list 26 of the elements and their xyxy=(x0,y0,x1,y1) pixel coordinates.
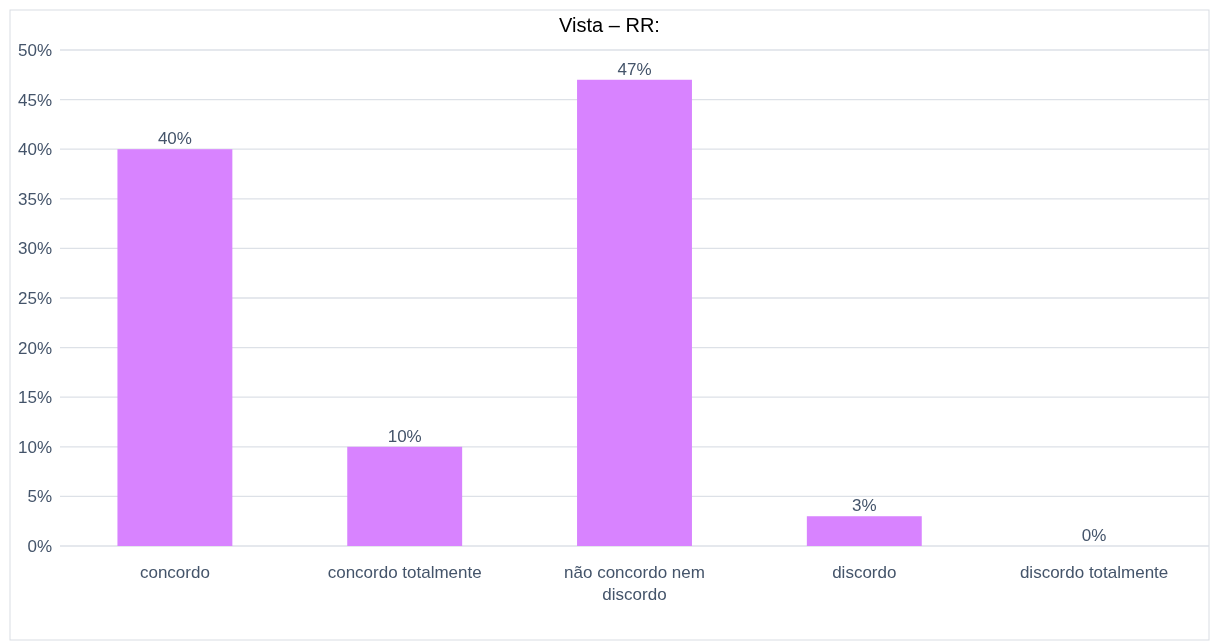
x-tick-label: discordo xyxy=(832,563,897,582)
x-tick-label: discordo totalmente xyxy=(1019,563,1169,582)
bar xyxy=(806,516,922,546)
data-label: 47% xyxy=(617,59,652,79)
bar xyxy=(117,149,233,546)
y-tick-label: 45% xyxy=(17,90,52,110)
y-tick-label: 50% xyxy=(17,40,52,60)
x-tick-label: concordo xyxy=(139,563,210,582)
y-tick-label: 10% xyxy=(17,437,52,457)
y-tick-label: 35% xyxy=(17,189,52,209)
bar xyxy=(347,446,463,546)
y-tick-label: 40% xyxy=(17,140,52,160)
y-tick-label: 25% xyxy=(17,288,52,308)
y-tick-label: 15% xyxy=(17,388,52,408)
x-tick-label: não concordo nem discordo xyxy=(564,563,705,604)
y-tick-label: 5% xyxy=(27,487,52,507)
bar xyxy=(577,79,692,546)
x-tick-label: concordo totalmente xyxy=(327,563,482,582)
data-label: 10% xyxy=(387,426,422,446)
data-label: 40% xyxy=(157,129,192,149)
data-label: 3% xyxy=(852,496,877,516)
y-tick-label: 0% xyxy=(27,536,52,556)
y-tick-label: 20% xyxy=(17,338,52,358)
y-tick-label: 30% xyxy=(17,239,52,259)
chart-title: Vista – RR: xyxy=(559,14,660,36)
data-label: 0% xyxy=(1081,526,1107,545)
